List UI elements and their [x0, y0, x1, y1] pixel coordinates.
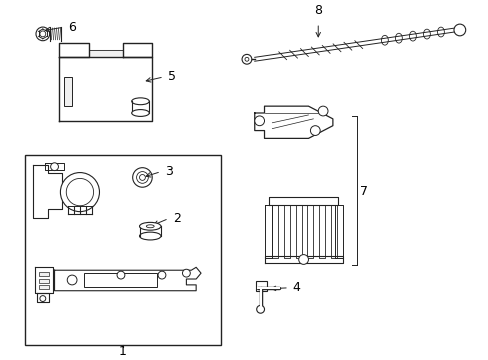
Circle shape	[51, 163, 59, 171]
Polygon shape	[295, 205, 301, 257]
Circle shape	[242, 54, 251, 64]
Circle shape	[132, 168, 152, 187]
Ellipse shape	[131, 98, 149, 105]
Circle shape	[453, 24, 465, 36]
Polygon shape	[264, 205, 272, 257]
Circle shape	[256, 305, 264, 313]
Polygon shape	[254, 106, 332, 138]
Polygon shape	[55, 267, 201, 291]
Polygon shape	[60, 43, 88, 57]
Text: 6: 6	[68, 21, 76, 33]
Bar	[39, 272, 49, 276]
Circle shape	[298, 255, 308, 264]
Bar	[39, 285, 49, 289]
Bar	[64, 77, 72, 106]
Polygon shape	[33, 165, 62, 219]
Text: 4: 4	[292, 281, 300, 294]
Polygon shape	[319, 205, 325, 257]
Polygon shape	[264, 256, 342, 264]
Ellipse shape	[131, 109, 149, 116]
Ellipse shape	[139, 232, 161, 240]
Bar	[83, 273, 157, 287]
Bar	[255, 281, 267, 291]
Polygon shape	[35, 267, 53, 293]
Circle shape	[36, 27, 50, 41]
Text: 1: 1	[119, 345, 126, 358]
Text: 2: 2	[172, 212, 180, 225]
Text: 7: 7	[360, 185, 367, 198]
Circle shape	[66, 179, 93, 206]
Circle shape	[117, 271, 124, 279]
Circle shape	[318, 106, 327, 116]
Circle shape	[67, 275, 77, 285]
Circle shape	[244, 57, 248, 61]
Circle shape	[40, 31, 46, 37]
Polygon shape	[307, 205, 313, 257]
Ellipse shape	[139, 222, 161, 230]
Polygon shape	[269, 197, 337, 205]
Circle shape	[40, 296, 46, 301]
Ellipse shape	[146, 225, 154, 228]
Circle shape	[182, 269, 190, 277]
Polygon shape	[272, 205, 278, 257]
Bar	[25, 155, 220, 346]
Polygon shape	[60, 57, 152, 121]
Polygon shape	[334, 205, 342, 257]
Circle shape	[136, 172, 148, 183]
Circle shape	[61, 172, 99, 212]
Polygon shape	[284, 205, 289, 257]
Polygon shape	[330, 205, 336, 257]
Circle shape	[158, 271, 165, 279]
Bar	[39, 279, 49, 283]
Polygon shape	[45, 163, 64, 170]
Text: 3: 3	[164, 165, 172, 178]
Polygon shape	[122, 43, 152, 57]
Polygon shape	[37, 293, 49, 302]
Circle shape	[310, 126, 320, 135]
Circle shape	[139, 175, 145, 180]
Text: 5: 5	[167, 70, 176, 84]
Polygon shape	[88, 50, 122, 57]
Text: 8: 8	[314, 4, 322, 17]
Circle shape	[254, 116, 264, 126]
